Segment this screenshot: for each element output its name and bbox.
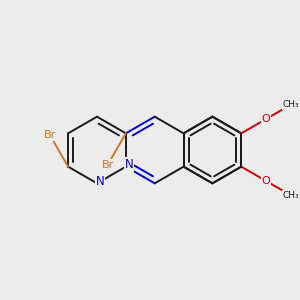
Text: CH₃: CH₃ bbox=[283, 191, 299, 200]
Text: Br: Br bbox=[102, 160, 114, 170]
Text: N: N bbox=[124, 158, 133, 171]
Text: CH₃: CH₃ bbox=[283, 100, 299, 109]
Text: N: N bbox=[96, 175, 104, 188]
Text: O: O bbox=[261, 114, 270, 124]
Text: Br: Br bbox=[44, 130, 56, 140]
Text: O: O bbox=[261, 176, 270, 186]
